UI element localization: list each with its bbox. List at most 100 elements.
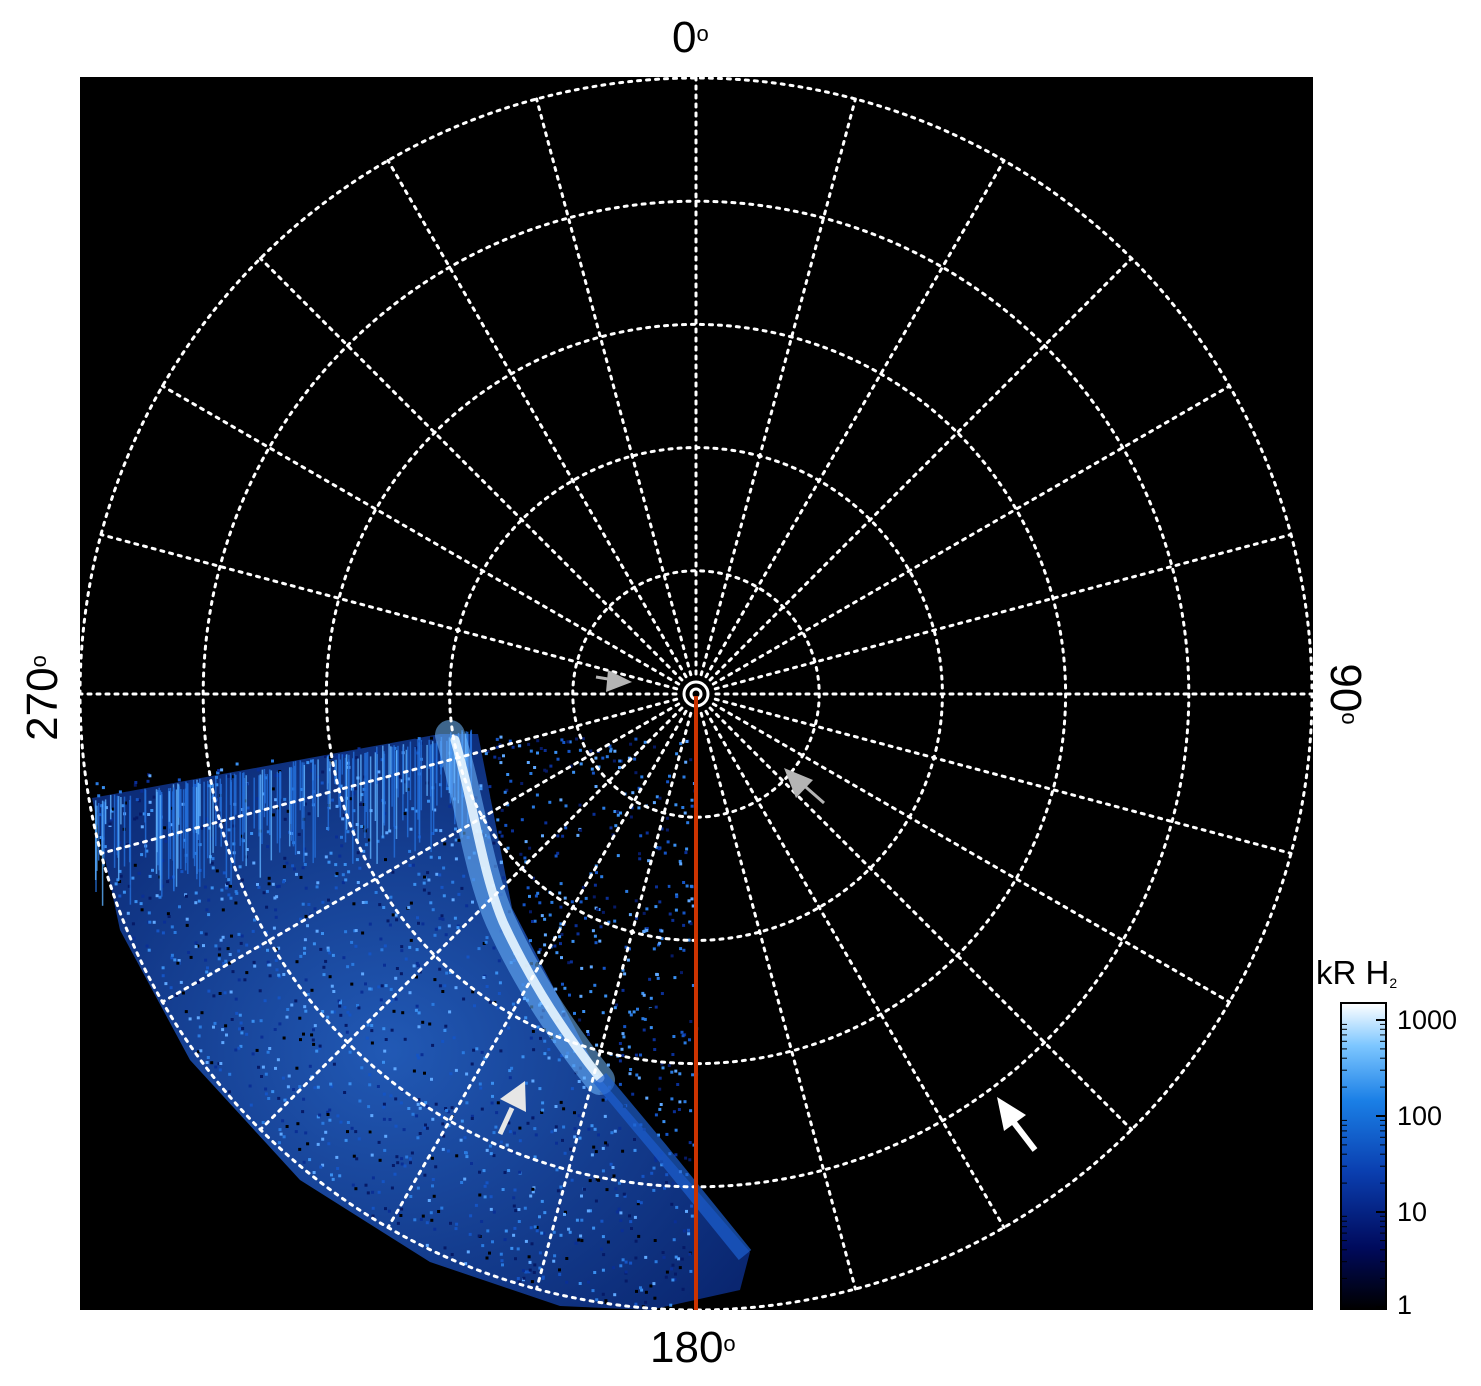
emission-speckle-dot [527, 1270, 531, 1274]
emission-speckle-dot [682, 1246, 686, 1250]
emission-speckle-dot [447, 1110, 451, 1114]
emission-speckle-dot [654, 905, 658, 909]
emission-speckle-dot [209, 836, 213, 840]
emission-speckle-dot [380, 948, 384, 952]
emission-speckle-dot [357, 1006, 361, 1010]
grid-spoke [535, 711, 693, 1291]
emission-speckle-dot [227, 1090, 231, 1094]
emission-speckle-dot [638, 857, 642, 861]
emission-speckle-dot [332, 1062, 336, 1066]
emission-speckle-dot [435, 872, 439, 876]
emission-speckle-dot [563, 896, 567, 900]
emission-speckle-dot [303, 951, 306, 955]
emission-speckle-dot [600, 1219, 604, 1223]
emission-speckle-dot [588, 1021, 592, 1025]
emission-speckle-dot [464, 1262, 468, 1266]
emission-speckle-dot [631, 1092, 635, 1096]
emission-speckle-dot [198, 1025, 202, 1029]
emission-speckle-dot [367, 838, 371, 842]
emission-speckle-dot [606, 1063, 610, 1067]
emission-speckle-dot [629, 1068, 633, 1071]
emission-speckle-dot [441, 990, 445, 993]
emission-speckle-dot [306, 993, 310, 996]
emission-speckle-dot [532, 1271, 536, 1274]
emission-speckle-dot [415, 1004, 419, 1008]
emission-speckle-dot [427, 1199, 431, 1202]
emission-speckle-dot [415, 961, 419, 965]
emission-speckle-dot [167, 915, 171, 918]
emission-speckle-dot [526, 886, 530, 890]
emission-speckle-dot [564, 804, 568, 808]
azimuth-label-270: 270o [18, 655, 67, 741]
grid-spoke [386, 709, 688, 1229]
emission-speckle-dot [642, 930, 646, 934]
emission-speckle-dot [543, 1039, 547, 1043]
emission-speckle-dot [411, 807, 415, 811]
emission-speckle-dot [543, 943, 547, 947]
emission-speckle-dot [527, 742, 531, 746]
emission-speckle-dot [347, 870, 351, 874]
emission-speckle-dot [486, 1229, 490, 1233]
emission-speckle-dot [329, 851, 333, 855]
emission-speckle-dot [593, 934, 597, 938]
emission-speckle-dot [355, 823, 359, 826]
emission-speckle-dot [676, 854, 680, 858]
emission-speckle-dot [499, 861, 503, 865]
emission-speckle-dot [618, 1059, 622, 1063]
grid-spoke [161, 702, 681, 1004]
emission-speckle-dot [271, 1090, 275, 1094]
emission-speckle-dot [316, 881, 320, 885]
emission-speckle-dot [517, 761, 521, 764]
emission-speckle-dot [343, 1091, 347, 1094]
emission-speckle-dot [194, 851, 198, 855]
emission-speckle-dot [575, 1218, 579, 1222]
emission-speckle-dot [549, 764, 553, 768]
emission-speckle-dot [637, 1076, 641, 1080]
emission-speckle-dot [615, 810, 619, 814]
emission-speckle-dot [275, 895, 279, 899]
emission-speckle-dot [402, 1128, 406, 1132]
emission-speckle-dot [529, 939, 532, 943]
emission-speckle-dot [400, 1157, 404, 1161]
emission-speckle-dot [567, 749, 571, 753]
emission-speckle-dot [387, 1209, 391, 1213]
emission-speckle-dot [601, 1055, 605, 1059]
emission-speckle-dot [590, 1124, 594, 1128]
emission-speckle-dot [354, 787, 358, 791]
emission-speckle-dot [567, 1227, 571, 1231]
emission-speckle-dot [658, 1107, 662, 1111]
emission-speckle-dot [354, 944, 358, 948]
emission-speckle-dot [210, 886, 214, 890]
emission-speckle-dot [377, 1140, 381, 1144]
emission-speckle-dot [553, 1128, 557, 1132]
emission-speckle-dot [362, 787, 366, 791]
emission-speckle-dot [652, 801, 656, 805]
emission-speckle-dot [624, 1260, 628, 1264]
emission-speckle-dot [637, 806, 641, 810]
emission-speckle-dot [193, 783, 197, 787]
emission-speckle-dot [237, 978, 241, 982]
emission-speckle-dot [604, 1299, 608, 1303]
emission-speckle-dot [302, 1160, 306, 1164]
emission-speckle-dot [390, 1186, 394, 1190]
emission-speckle-dot [235, 762, 239, 766]
emission-speckle-dot [315, 885, 319, 889]
emission-speckle-dot [265, 889, 269, 893]
emission-speckle-dot [613, 749, 617, 753]
emission-speckle-dot [133, 863, 137, 867]
emission-speckle-dot [383, 1148, 387, 1152]
emission-speckle-dot [600, 1247, 603, 1251]
emission-speckle-dot [431, 1117, 435, 1121]
emission-speckle-dot [517, 744, 521, 748]
emission-speckle-dot [434, 828, 438, 832]
emission-speckle-dot [335, 755, 339, 759]
emission-speckle-dot [409, 938, 413, 942]
emission-speckle-dot [371, 1176, 375, 1180]
emission-speckle-dot [613, 1293, 617, 1297]
emission-speckle-dot [474, 1203, 478, 1207]
emission-speckle-dot [258, 945, 262, 949]
emission-speckle-dot [622, 1192, 626, 1196]
emission-speckle-dot [679, 947, 683, 951]
emission-speckle-dot [483, 1195, 487, 1199]
grid-spoke [711, 384, 1231, 686]
